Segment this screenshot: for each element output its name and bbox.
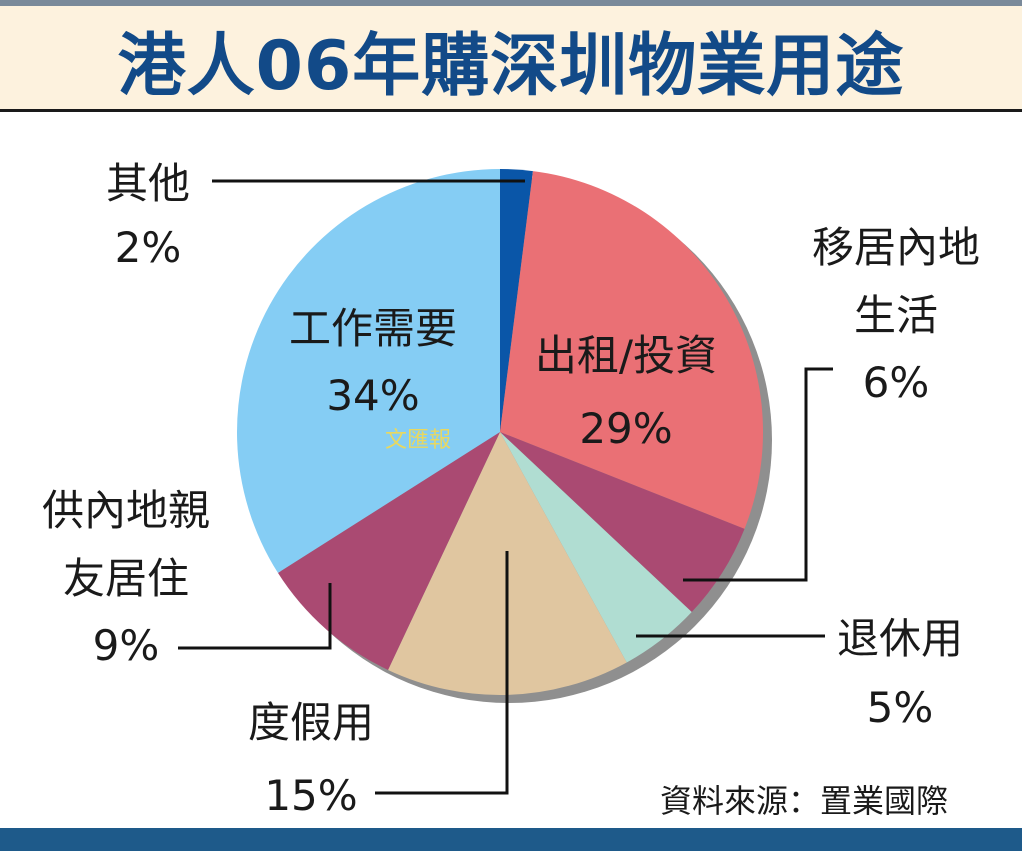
pie-slice-retirement xyxy=(500,432,692,663)
label-vacation-name: 度假用 xyxy=(248,698,374,747)
watermark-logo: 文匯報 xyxy=(385,428,451,453)
label-retirement-name: 退休用 xyxy=(837,614,963,663)
page-title: 港人06年購深圳物業用途 xyxy=(117,27,905,106)
leader-vacation xyxy=(375,551,509,795)
pie-slice-relatives xyxy=(277,432,500,670)
title-band: 港人06年購深圳物業用途 xyxy=(0,0,1022,112)
leader-relatives xyxy=(178,583,332,650)
leader-relocate xyxy=(683,367,833,582)
label-vacation-value: 15% xyxy=(264,771,357,820)
label-relatives-name-line2: 友居住 xyxy=(63,554,189,603)
pie-slices xyxy=(236,169,764,696)
label-rental-value: 29% xyxy=(579,404,672,453)
label-work-name: 工作需要 xyxy=(289,304,457,353)
pie-slice-work xyxy=(236,169,500,573)
label-work-value: 34% xyxy=(326,371,419,420)
label-retirement-value: 5% xyxy=(867,683,934,732)
source-note: 資料來源：置業國際 xyxy=(660,782,949,820)
pie-slice-other xyxy=(500,169,533,432)
label-relocate-name-line1: 移居內地 xyxy=(812,223,980,272)
label-relocate-name-line2: 生活 xyxy=(854,291,938,340)
label-relatives-name-line1: 供內地親 xyxy=(42,486,210,535)
pie-slice-relocate-mainland xyxy=(500,432,745,613)
label-rental-name: 出租/投資 xyxy=(535,331,717,380)
pie-slice-rental-investment xyxy=(500,171,764,529)
label-other-value: 2% xyxy=(115,223,182,272)
title-top-line xyxy=(0,0,1022,6)
label-relatives-value: 9% xyxy=(93,621,160,670)
leader-lines xyxy=(178,179,833,795)
bottom-bar xyxy=(0,828,1022,851)
label-other-name: 其他 xyxy=(106,159,190,208)
label-relocate-value: 6% xyxy=(863,358,930,407)
